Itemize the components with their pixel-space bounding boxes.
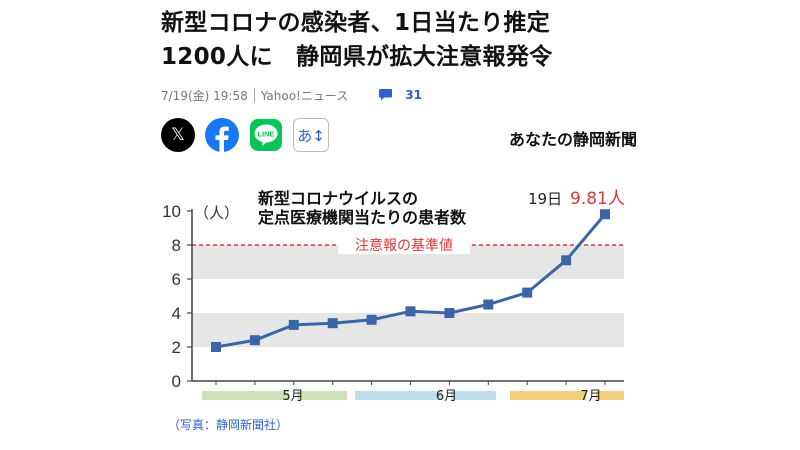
month-bar [451, 391, 496, 400]
month-bar [355, 391, 442, 400]
chart-title-line-2: 定点医療機関当たりの患者数 [257, 208, 467, 227]
line-logo-icon: LINE [254, 124, 278, 146]
share-facebook-button[interactable] [205, 118, 239, 152]
threshold-label-background [338, 236, 470, 254]
chart-axes [191, 209, 624, 385]
y-tick-label: 0 [172, 372, 181, 391]
grid-band [192, 313, 624, 347]
y-tick-label: 10 [162, 202, 181, 221]
y-tick-label: 8 [172, 236, 181, 255]
last-point-day-label: 19日 [528, 190, 562, 208]
last-point-value-label: 9.81人 [570, 189, 625, 209]
data-points [211, 209, 610, 352]
data-point [444, 308, 455, 318]
share-line-button[interactable]: LINE [250, 119, 282, 151]
photo-caption: （写真：静岡新聞社） [168, 418, 289, 432]
month-bar [510, 391, 586, 400]
y-tick-labels: 0 2 4 6 8 10 [162, 202, 192, 391]
font-size-icon: あ↕ [297, 126, 325, 145]
month-label: 6月 [436, 389, 457, 404]
x-logo-icon: 𝕏 [171, 125, 185, 145]
publish-date: 7/19(金) 19:58 [161, 88, 248, 103]
data-point [249, 335, 260, 346]
article-headline: 新型コロナの感染者、1日当たり推定 1200人に 静岡県が拡大注意報発令 [161, 6, 641, 74]
month-bars: 5月 6月 7月 [202, 389, 624, 404]
y-tick-label: 4 [172, 304, 181, 323]
data-point [211, 342, 221, 352]
data-point [366, 314, 377, 325]
meta-divider [253, 88, 255, 102]
month-bar [297, 391, 347, 400]
month-bar [202, 391, 289, 400]
month-label: 5月 [282, 389, 303, 404]
comment-icon [379, 89, 393, 101]
share-x-button[interactable]: 𝕏 [161, 118, 195, 152]
comment-count: 31 [405, 88, 422, 102]
grid-bands [192, 245, 624, 347]
threshold-label: 注意報の基準値 [355, 237, 453, 254]
y-tick-label: 2 [172, 338, 181, 357]
comment-link[interactable]: 31 [378, 88, 422, 102]
facebook-logo-icon [215, 126, 229, 152]
patient-count-chart: 注意報の基準値 0 2 4 6 8 10 （人） 新型コロナウイルスの 定点医療機関当たり… [162, 189, 625, 404]
headline-line-2: 1200人に 静岡県が拡大注意報発令 [161, 44, 553, 70]
headline-line-1: 新型コロナの感染者、1日当たり推定 [161, 10, 551, 36]
data-point [405, 306, 416, 317]
y-tick-label: 6 [172, 270, 181, 289]
data-point [483, 299, 494, 310]
publisher-name: あなたの静岡新聞 [508, 130, 637, 149]
y-axis-unit: （人） [194, 204, 239, 222]
font-size-button[interactable]: あ↕ [293, 118, 329, 152]
data-point [327, 318, 338, 329]
data-point [600, 209, 610, 220]
data-point [561, 255, 572, 266]
source-label[interactable]: Yahoo!ニュース [260, 88, 349, 103]
line-logo-text: LINE [257, 129, 274, 138]
share-bar: 𝕏 LINE あ↕ あなたの静岡新聞 [161, 118, 641, 154]
month-label: 7月 [580, 389, 601, 404]
chart-title-line-1: 新型コロナウイルスの [258, 189, 418, 208]
article-meta: 7/19(金) 19:58 Yahoo!ニュース 31 [161, 86, 422, 104]
data-point [288, 319, 299, 330]
month-bar [596, 391, 624, 400]
data-point [522, 287, 533, 298]
